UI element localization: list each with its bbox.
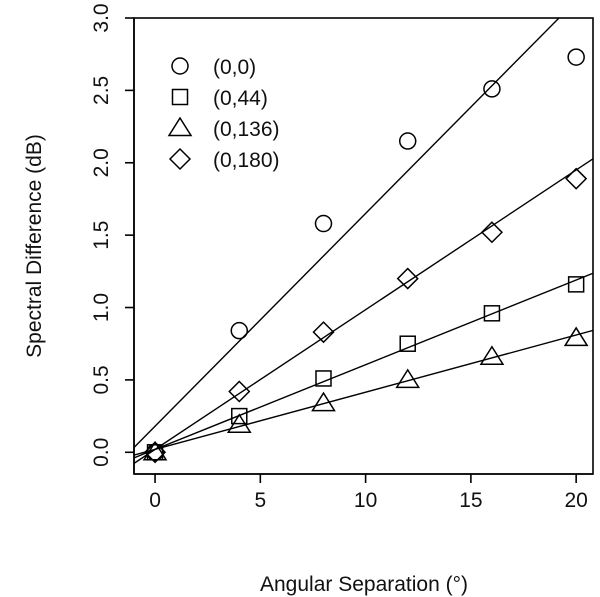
x-tick-label: 0 (149, 489, 161, 512)
triangle-data-point (142, 440, 168, 461)
fit-line (134, 158, 593, 464)
x-tick-label: 15 (459, 489, 482, 512)
legend-triangle-marker (167, 116, 193, 137)
triangle-data-point (311, 391, 336, 412)
y-tick-label: 3.0 (90, 3, 113, 32)
plot-frame (133, 17, 594, 475)
fit-line (134, 272, 593, 459)
legend-diamond-marker (168, 147, 192, 171)
x-axis: 0 5 10 15 20 (134, 473, 593, 512)
circle-data-point (314, 214, 333, 233)
x-axis-title: Angular Separation (°) (260, 573, 468, 596)
fit-line (134, 18, 560, 449)
square-data-point (483, 305, 501, 322)
fit-lines (134, 18, 593, 464)
diamond-data-point (396, 267, 419, 290)
markers (142, 48, 589, 464)
diamond-data-point (480, 221, 503, 244)
legend-label: (0,0) (213, 56, 256, 79)
y-axis-title: Spectral Difference (dB) (23, 134, 46, 358)
y-tick-label: 2.5 (90, 76, 113, 105)
triangle-data-point (479, 345, 505, 365)
legend-label: (0,44) (213, 87, 268, 110)
y-tick-label: 2.0 (90, 148, 113, 177)
diamond-data-point (312, 321, 335, 344)
y-axis: 0.0 0.5 1.0 1.5 2.0 2.5 3.0 (90, 3, 135, 474)
diamond-data-point (228, 380, 251, 403)
triangle-data-point (563, 326, 589, 347)
circle-data-point (567, 48, 585, 66)
triangle-data-point (395, 368, 421, 389)
y-tick-label: 1.5 (90, 221, 113, 250)
y-tick-label: 0.0 (90, 438, 113, 467)
diamond-data-point (565, 167, 588, 190)
circle-data-point (230, 321, 249, 340)
square-data-point (567, 276, 585, 293)
y-tick-label: 0.5 (90, 365, 113, 394)
square-data-point (399, 335, 416, 352)
circle-data-point (483, 80, 501, 98)
legend-label: (0,180) (213, 149, 280, 172)
legend-label: (0,136) (213, 118, 280, 141)
diamond-data-point (143, 441, 167, 464)
square-data-point (231, 407, 248, 425)
x-tick-label: 10 (354, 489, 377, 512)
triangle-data-point (226, 413, 252, 434)
legend-circle-marker (171, 57, 189, 75)
fit-line (134, 329, 593, 456)
legend-square-marker (171, 88, 189, 106)
y-tick-label: 1.0 (90, 293, 113, 322)
x-tick-label: 20 (564, 489, 587, 512)
x-tick-label: 5 (254, 489, 266, 512)
square-data-point (315, 370, 332, 387)
circle-data-point (398, 132, 417, 150)
legend: (0,0) (0,44) (0,136) (0,180) (167, 56, 280, 172)
